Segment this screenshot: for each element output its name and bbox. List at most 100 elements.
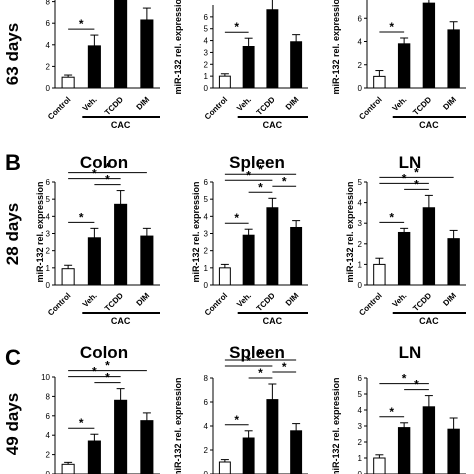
significance-star: * [402, 372, 407, 386]
category-label: Veh. [235, 291, 253, 309]
y-tick-label: 5 [358, 178, 363, 187]
y-tick-label: 5 [358, 390, 363, 399]
y-tick-label: 2 [46, 62, 51, 71]
y-tick-label: 3 [46, 230, 51, 239]
y-tick-label: 2 [46, 451, 51, 460]
bar-tcdd [266, 9, 279, 89]
significance-star: * [414, 378, 419, 392]
bar-tcdd [114, 0, 128, 89]
y-tick-label: 8 [46, 392, 51, 401]
panel-title-colon-49: Colon [80, 343, 128, 362]
significance-star: * [282, 174, 287, 188]
significance-star: * [234, 211, 239, 225]
category-label: Veh. [81, 95, 99, 113]
y-tick-label: 2 [358, 61, 363, 70]
y-tick-label: 1 [46, 264, 51, 273]
category-label: TCDD [103, 95, 125, 117]
panel-title-colon-28: Colon [80, 153, 128, 172]
y-tick-label: 5 [46, 195, 51, 204]
bar-tcdd [266, 399, 279, 474]
significance-star: * [79, 416, 84, 430]
significance-star: * [258, 162, 263, 176]
bar-dim [290, 226, 303, 286]
y-tick-label: 1 [358, 260, 363, 269]
category-label: Veh. [81, 291, 99, 309]
bar-control [373, 457, 386, 474]
significance-star: * [105, 161, 110, 175]
significance-star: * [414, 165, 419, 179]
ylabel-row1-panel2: miR-132 rel. expression [345, 181, 355, 282]
significance-star: * [79, 210, 84, 224]
category-label: Control [46, 291, 72, 317]
y-tick-label: 2 [204, 446, 209, 455]
bar-control [218, 267, 231, 286]
y-tick-label: 3 [358, 422, 363, 431]
y-tick-label: 0 [46, 84, 51, 93]
significance-star: * [234, 20, 239, 34]
group-label: CAC [263, 120, 283, 130]
significance-star: * [105, 173, 110, 187]
y-tick-label: 0 [204, 470, 209, 474]
significance-star: * [105, 371, 110, 385]
bar-chart-2-2: 0 1 2 3 4 5 6 * * * [358, 372, 466, 474]
bar-veh [397, 231, 411, 286]
panel-title-spleen-28: Spleen [229, 153, 285, 172]
bar-dim [447, 428, 460, 474]
category-label: Control [203, 95, 229, 121]
bar-veh [242, 234, 255, 286]
y-tick-label: 4 [358, 406, 363, 415]
bar-tcdd [114, 203, 128, 286]
category-label: TCDD [255, 95, 277, 117]
panel-title-spleen-49: Spleen [229, 343, 285, 362]
category-label: Control [357, 291, 383, 317]
significance-star: * [234, 413, 239, 427]
bar-chart-2-1: 0 2 4 6 8 * * * * * [204, 348, 308, 474]
bar-tcdd [422, 406, 436, 474]
bar-veh [87, 237, 101, 286]
y-tick-label: 3 [204, 230, 209, 239]
y-tick-label: 0 [204, 281, 209, 290]
bar-chart-2-0: 0246810**** [41, 359, 160, 474]
bar-control [61, 76, 75, 89]
significance-star: * [389, 20, 394, 34]
significance-star: * [79, 17, 84, 31]
group-label: CAC [111, 316, 131, 326]
y-tick-label: 4 [204, 212, 209, 221]
y-tick-label: 0 [358, 281, 363, 290]
y-tick-label: 1 [204, 72, 209, 81]
category-label: TCDD [103, 291, 125, 313]
row-label-28-days: 28 days [3, 203, 22, 265]
category-label: Control [357, 95, 383, 121]
bar-control [373, 75, 386, 89]
bar-dim [290, 41, 303, 89]
y-tick-label: 4 [204, 422, 209, 431]
significance-star: * [282, 360, 287, 374]
bar-tcdd [266, 207, 279, 286]
group-label: CAC [419, 120, 439, 130]
y-tick-label: 6 [204, 13, 209, 22]
y-tick-label: 6 [358, 14, 363, 23]
significance-star: * [258, 180, 263, 194]
y-tick-label: 0 [46, 281, 51, 290]
bar-control [61, 463, 75, 474]
category-label: DIM [135, 95, 152, 112]
category-label: Control [203, 291, 229, 317]
bar-dim [447, 238, 460, 286]
panel-title-ln-49: LN [399, 343, 422, 362]
significance-star: * [389, 405, 394, 419]
group-label: CAC [111, 120, 131, 130]
y-tick-label: 0 [46, 470, 51, 474]
panel-title-ln-28: LN [399, 153, 422, 172]
significance-star: * [105, 359, 110, 373]
y-tick-label: 6 [46, 412, 51, 421]
panel-letter-b: B [5, 150, 21, 175]
bar-veh [87, 440, 101, 474]
category-label: TCDD [411, 291, 433, 313]
y-tick-label: 2 [204, 247, 209, 256]
significance-star: * [258, 348, 263, 362]
category-label: Control [46, 95, 72, 121]
panel-letter-c: C [5, 345, 21, 370]
